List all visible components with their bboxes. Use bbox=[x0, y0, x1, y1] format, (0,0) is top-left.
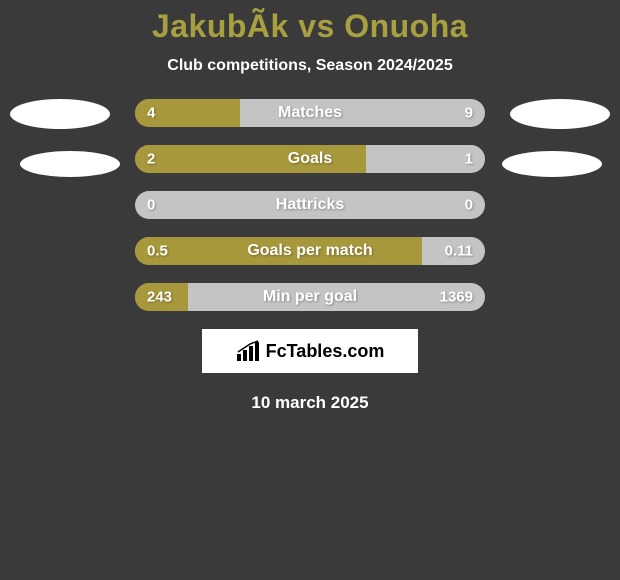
logo-content: FcTables.com bbox=[236, 340, 385, 362]
date-text: 10 march 2025 bbox=[0, 393, 620, 413]
bar-value-left: 4 bbox=[147, 105, 155, 122]
page-title: JakubÃk vs Onuoha bbox=[0, 8, 620, 45]
subtitle: Club competitions, Season 2024/2025 bbox=[0, 57, 620, 75]
player-right-avatar-2 bbox=[502, 151, 602, 177]
bar-value-left: 2 bbox=[147, 151, 155, 168]
bar-row: 2 Goals 1 bbox=[135, 145, 485, 173]
bars-group: 4 Matches 9 2 Goals 1 0 Hattricks 0 0.5 … bbox=[135, 99, 485, 311]
bar-row: 0 Hattricks 0 bbox=[135, 191, 485, 219]
player-left-avatar-2 bbox=[20, 151, 120, 177]
bar-value-right: 1369 bbox=[440, 289, 473, 306]
bar-label: Matches bbox=[278, 104, 342, 122]
player-right-avatar-1 bbox=[510, 99, 610, 129]
bar-label: Goals per match bbox=[247, 242, 372, 260]
chart-icon bbox=[236, 340, 262, 362]
bar-value-left: 243 bbox=[147, 289, 172, 306]
bar-label: Goals bbox=[288, 150, 332, 168]
bar-row: 4 Matches 9 bbox=[135, 99, 485, 127]
bar-value-left: 0.5 bbox=[147, 243, 168, 260]
bar-value-left: 0 bbox=[147, 197, 155, 214]
bar-label: Hattricks bbox=[276, 196, 344, 214]
player-left-avatar-1 bbox=[10, 99, 110, 129]
bar-row: 0.5 Goals per match 0.11 bbox=[135, 237, 485, 265]
bar-label: Min per goal bbox=[263, 288, 357, 306]
logo-text: FcTables.com bbox=[266, 341, 385, 362]
bar-value-right: 0 bbox=[465, 197, 473, 214]
bar-value-right: 0.11 bbox=[445, 243, 473, 260]
logo-box: FcTables.com bbox=[202, 329, 418, 373]
bar-value-right: 9 bbox=[465, 105, 473, 122]
chart-area: 4 Matches 9 2 Goals 1 0 Hattricks 0 0.5 … bbox=[0, 99, 620, 311]
bar-value-right: 1 bbox=[465, 151, 473, 168]
comparison-container: JakubÃk vs Onuoha Club competitions, Sea… bbox=[0, 0, 620, 413]
bar-row: 243 Min per goal 1369 bbox=[135, 283, 485, 311]
